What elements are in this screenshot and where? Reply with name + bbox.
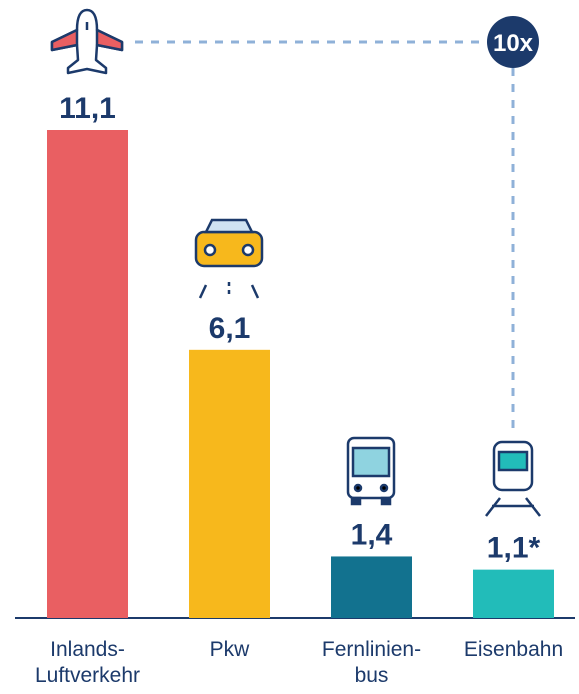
bus-icon	[346, 436, 396, 506]
train-icon	[485, 440, 541, 517]
connector	[135, 40, 515, 432]
category-label: Inlands-Luftverkehr	[35, 638, 140, 687]
value-label: 11,1	[59, 92, 116, 125]
bar	[331, 556, 412, 618]
category-label: Pkw	[210, 638, 251, 661]
category-label: Fernlinien-bus	[322, 638, 421, 687]
car-icon	[194, 218, 264, 299]
value-label: 1,1*	[487, 532, 541, 565]
value-label: 1,4	[351, 518, 393, 551]
bar	[47, 130, 128, 618]
bar	[473, 569, 554, 618]
bar	[189, 349, 270, 618]
category-label: Eisenbahn	[464, 638, 563, 661]
annotation-badge	[487, 16, 539, 68]
annotation: 10x	[493, 30, 534, 57]
value-label: 6,1	[209, 312, 251, 345]
plane-icon	[50, 8, 124, 75]
